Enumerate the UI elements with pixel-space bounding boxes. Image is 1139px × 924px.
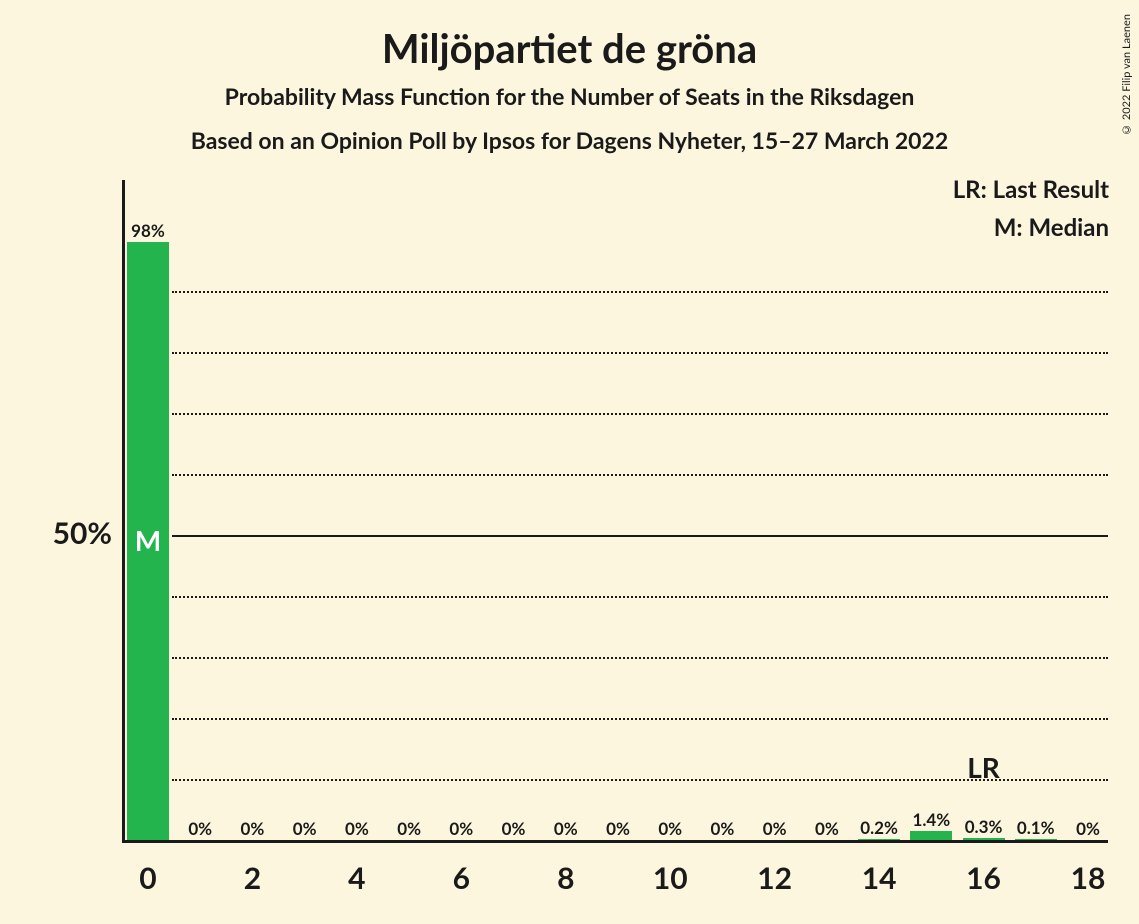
legend-median: M: Median (994, 213, 1109, 242)
bar-value-label: 0% (797, 818, 857, 839)
bar-value-label: 0% (327, 818, 387, 839)
bar-value-label: 0.3% (954, 816, 1014, 837)
legend-last-result: LR: Last Result (953, 175, 1109, 204)
x-tick-label: 18 (1058, 860, 1118, 896)
bar-value-label: 0% (484, 818, 544, 839)
gridline (172, 596, 1108, 598)
gridline (172, 718, 1108, 720)
x-tick-label: 8 (536, 860, 596, 896)
bar-value-label: 0% (222, 818, 282, 839)
x-tick-label: 16 (954, 860, 1014, 896)
y-axis (122, 180, 125, 840)
bar-value-label: 0% (536, 818, 596, 839)
x-tick-label: 0 (118, 860, 178, 896)
bar-value-label: 0% (692, 818, 752, 839)
gridline (172, 535, 1108, 537)
gridline (172, 291, 1108, 293)
bar-value-label: 0% (379, 818, 439, 839)
gridline (172, 413, 1108, 415)
last-result-marker: LR (954, 750, 1014, 784)
x-tick-label: 2 (222, 860, 282, 896)
gridline (172, 352, 1108, 354)
gridline (172, 474, 1108, 476)
bar (963, 838, 1005, 840)
bar-value-label: 0% (588, 818, 648, 839)
bar-value-label: 1.4% (901, 809, 961, 830)
chart-subtitle-2: Based on an Opinion Poll by Ipsos for Da… (0, 126, 1139, 154)
bar-value-label: 0% (1058, 818, 1118, 839)
bar-value-label: 0.1% (1006, 817, 1066, 838)
bar-value-label: 0% (275, 818, 335, 839)
copyright-text: © 2022 Filip van Laenen (1120, 14, 1133, 136)
x-axis (122, 840, 1108, 843)
x-tick-label: 4 (327, 860, 387, 896)
bar-value-label: 0% (640, 818, 700, 839)
bar (1015, 839, 1057, 840)
y-tick-label: 50% (20, 515, 112, 551)
x-tick-label: 12 (745, 860, 805, 896)
bar-value-label: 0% (431, 818, 491, 839)
x-tick-label: 14 (849, 860, 909, 896)
chart-title: Miljöpartiet de gröna (0, 24, 1139, 72)
bar (858, 839, 900, 840)
bar (910, 831, 952, 840)
chart-root: Miljöpartiet de gröna Probability Mass F… (0, 0, 1139, 924)
bar-value-label: 0% (170, 818, 230, 839)
x-tick-label: 6 (431, 860, 491, 896)
bar-value-label: 98% (118, 220, 178, 241)
x-tick-label: 10 (640, 860, 700, 896)
bar-value-label: 0.2% (849, 817, 909, 838)
median-marker: M (128, 523, 168, 557)
gridline (172, 657, 1108, 659)
bar-value-label: 0% (745, 818, 805, 839)
chart-subtitle-1: Probability Mass Function for the Number… (0, 82, 1139, 110)
